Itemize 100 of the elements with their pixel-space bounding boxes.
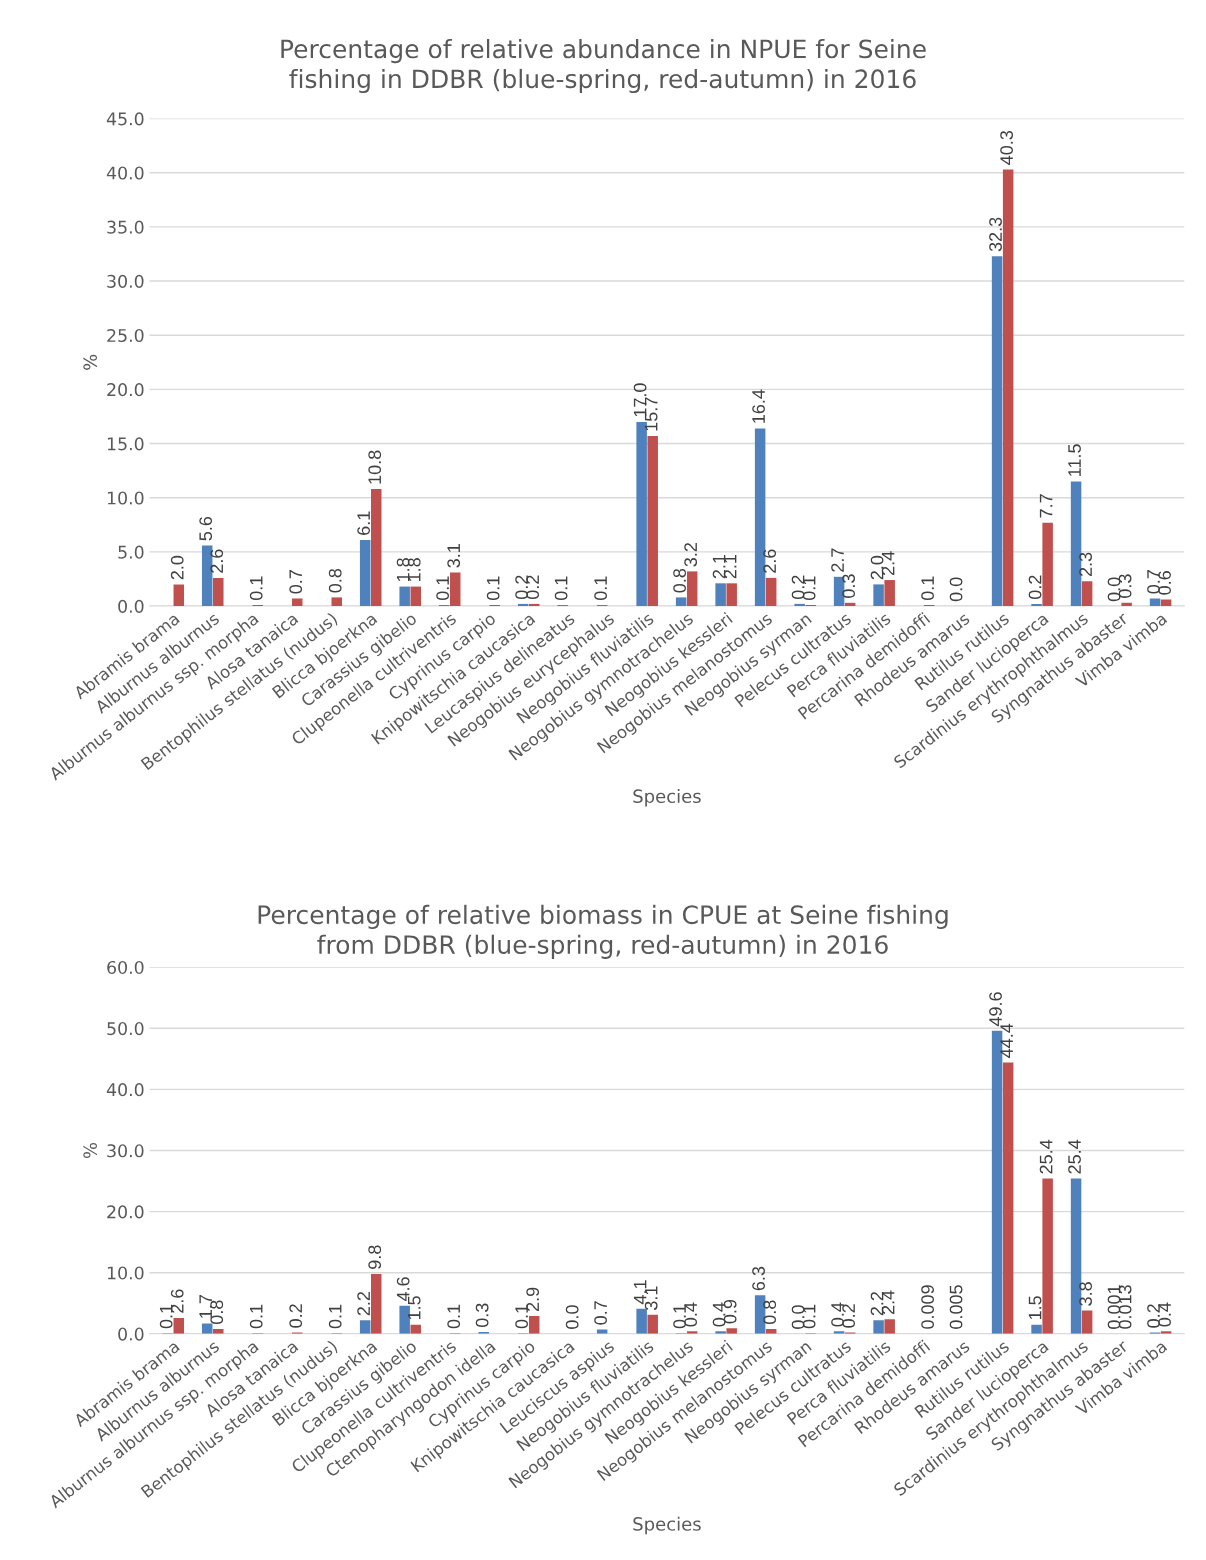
bar (647, 1314, 658, 1334)
bar (636, 1308, 647, 1334)
data-label: 0.1 (921, 576, 935, 601)
data-label: 4.6 (396, 1277, 410, 1302)
data-label: 0.1 (673, 1304, 686, 1329)
bar (686, 571, 698, 607)
chart-title: Percentage of relative biomass in CPUE at Seine fishing from DDBR (blue-spring, red-autumn) in 2016 (258, 904, 948, 959)
bar (636, 421, 647, 607)
data-label: 32.3 (989, 217, 1002, 252)
data-label: 6.1 (357, 511, 371, 535)
bar (201, 1323, 213, 1334)
bar (873, 584, 884, 607)
bar (794, 603, 805, 607)
x-axis-title: Species (633, 789, 701, 807)
data-label: 0.2 (1147, 1304, 1160, 1328)
data-label: 0.7 (594, 1301, 607, 1325)
data-label: 2.2 (357, 1292, 370, 1316)
bar (370, 1273, 382, 1334)
data-label: 25.4 (1068, 1139, 1081, 1174)
bar (410, 586, 421, 607)
y-tick-label: 0.0 (118, 1327, 144, 1341)
data-label: 3.8 (1079, 1282, 1092, 1306)
data-label: 40.3 (1000, 130, 1013, 165)
data-label: 0.1 (594, 576, 607, 601)
bar (1081, 581, 1093, 607)
y-tick-label: 10.0 (107, 491, 144, 505)
data-label: 0.1 (328, 1304, 342, 1329)
data-label: 0.3 (475, 1303, 489, 1328)
data-label: 7.7 (1039, 494, 1053, 518)
bar (213, 577, 224, 607)
bar (884, 580, 895, 607)
y-tick-label: 40.0 (106, 1083, 144, 1097)
data-label: 0.1 (436, 576, 450, 601)
data-label: 0.4 (1158, 1302, 1171, 1327)
data-label: 0.7 (289, 570, 303, 594)
data-label: 0.1 (159, 1304, 173, 1329)
data-label: 17.0 (633, 383, 647, 417)
data-label: 2.7 (831, 548, 844, 572)
data-label: 49.6 (989, 992, 1002, 1027)
x-axis-title: Species (633, 1516, 701, 1535)
bar (359, 539, 371, 607)
data-label: 0.8 (763, 1300, 777, 1325)
data-label: 0.1 (486, 576, 500, 601)
data-label: 3.1 (447, 544, 461, 568)
bar (449, 572, 461, 607)
y-tick-label: 60.0 (107, 960, 144, 975)
bar (765, 577, 777, 607)
data-label: 0.2 (515, 575, 529, 600)
y-tick-label: 15.0 (107, 437, 144, 451)
data-label: 0.1 (249, 1304, 263, 1329)
data-label: 2.6 (210, 549, 224, 573)
data-label: 2.6 (170, 1289, 184, 1313)
bar (675, 597, 687, 607)
data-label: 0.2 (526, 575, 540, 600)
bar (173, 584, 185, 607)
data-label: 0.2 (289, 1304, 303, 1328)
data-label: 16.4 (752, 389, 765, 423)
bar (331, 597, 342, 607)
y-axis-title: % (83, 354, 97, 370)
bar (1081, 1310, 1093, 1334)
data-label: 0.7 (1147, 570, 1160, 594)
data-label: 10.8 (368, 450, 382, 484)
bar (1121, 602, 1132, 607)
data-label: 0.2 (1028, 575, 1042, 600)
data-label: 15.7 (644, 397, 658, 431)
data-label: 9.8 (368, 1245, 382, 1269)
y-tick-label: 0.0 (118, 599, 144, 613)
y-tick-label: 5.0 (118, 545, 144, 559)
data-label: 2.6 (763, 549, 777, 573)
data-label: 0.0 (949, 577, 963, 602)
y-tick-label: 35.0 (107, 220, 144, 234)
bar (726, 583, 737, 607)
y-tick-label: 25.0 (107, 328, 144, 343)
bar (991, 256, 1003, 607)
data-label: 44.4 (1000, 1023, 1013, 1058)
data-label: 5.6 (199, 516, 213, 541)
data-label: 0.4 (684, 1302, 698, 1327)
bar (884, 1319, 895, 1334)
y-tick-label: 10.0 (107, 1266, 144, 1280)
data-label: 0.005 (949, 1285, 963, 1329)
data-label: 25.4 (1039, 1139, 1053, 1174)
bar (1031, 1324, 1042, 1334)
bar (1002, 1062, 1014, 1334)
bar (1042, 522, 1053, 607)
bar (528, 1316, 540, 1334)
y-tick-label: 20.0 (107, 1205, 144, 1219)
data-label: 2.9 (526, 1287, 540, 1312)
bar (370, 489, 382, 607)
y-axis-title: % (83, 1142, 97, 1159)
bar (647, 435, 658, 607)
bar (873, 1320, 884, 1334)
bar (726, 1328, 737, 1334)
y-tick-label: 45.0 (106, 112, 144, 126)
data-label: 0.1 (447, 1304, 461, 1329)
bar (715, 583, 726, 607)
data-label: 0.1 (249, 576, 263, 601)
y-tick-label: 30.0 (107, 274, 144, 288)
data-label: 2.0 (170, 555, 184, 580)
bar (173, 1317, 185, 1334)
data-label: 2.3 (1079, 552, 1092, 577)
